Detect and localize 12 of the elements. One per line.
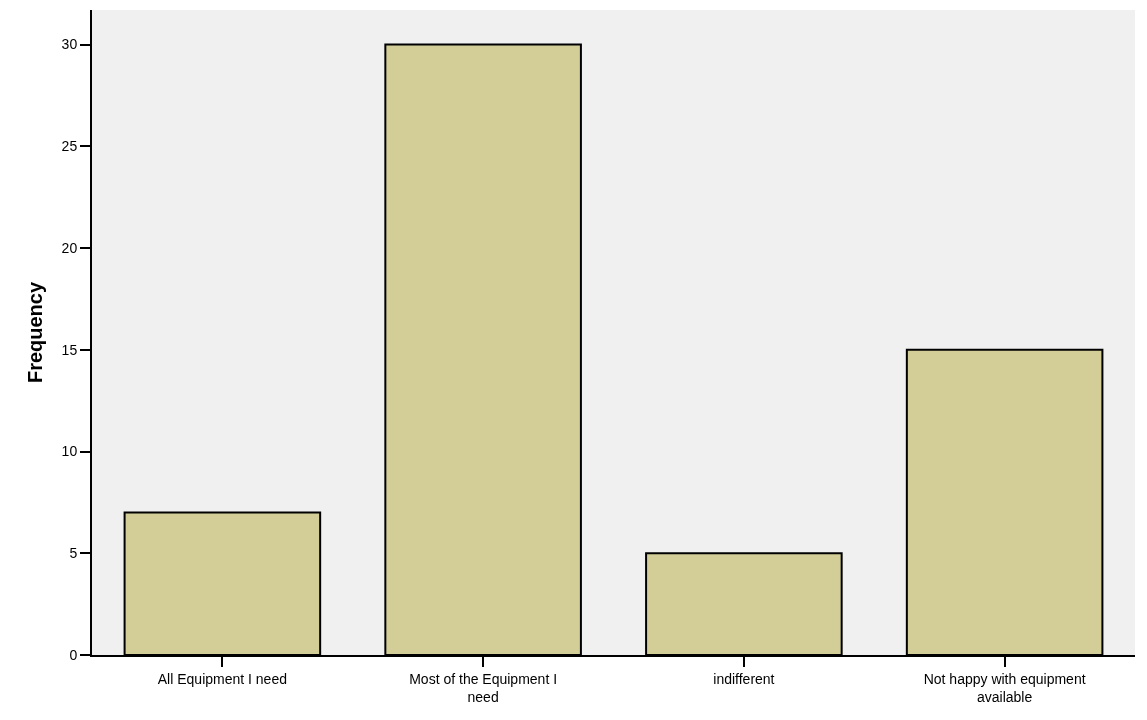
x-tick-label: indifferent — [713, 670, 775, 687]
y-tick-label: 25 — [61, 138, 78, 155]
y-tick-label: 5 — [69, 545, 78, 562]
y-tick-label: 0 — [69, 646, 78, 663]
y-axis-title: Frequency — [23, 281, 46, 384]
y-tick-label: 10 — [61, 443, 78, 460]
y-tick-label: 20 — [61, 239, 78, 256]
y-tick-label: 15 — [61, 341, 78, 358]
y-tick-label: 30 — [61, 36, 78, 53]
x-tick-label: Most of the Equipment I need — [409, 670, 558, 705]
x-tick-label: Not happy with equipment available — [923, 670, 1086, 705]
x-tick-label: All Equipment I need — [157, 670, 287, 687]
